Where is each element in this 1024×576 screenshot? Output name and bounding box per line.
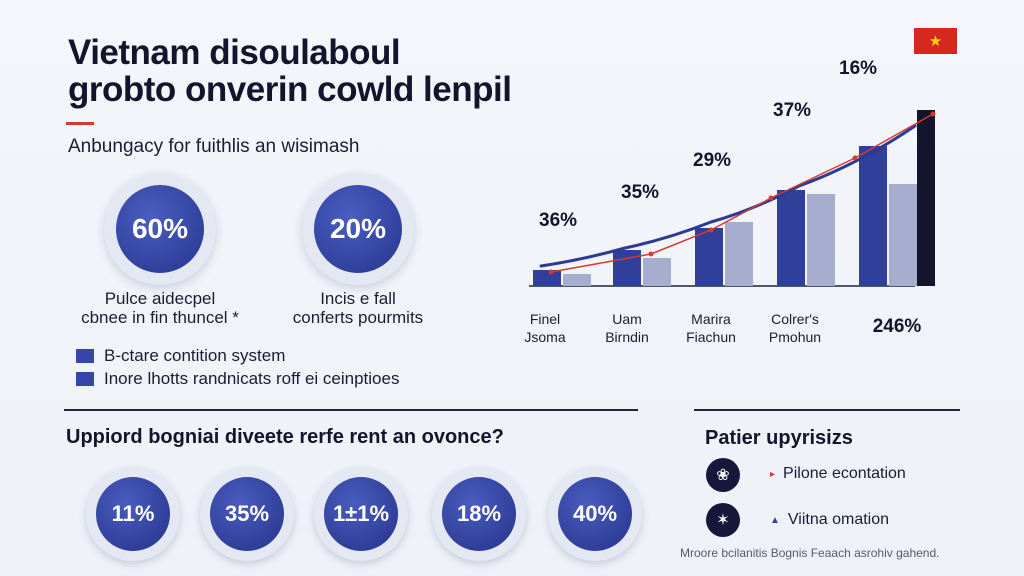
legend-item-1: B-ctare contition system: [76, 346, 285, 366]
trend-point-2: [648, 251, 654, 257]
bar-dark-3: [695, 228, 723, 286]
legend-swatch-2: [76, 372, 94, 386]
small-stat-5-value: 40%: [558, 477, 632, 551]
bar-light-3: [725, 222, 753, 286]
big-stat-1-value: 60%: [116, 185, 204, 273]
footnote: Mroore bcilanitis Bognis Feaach asrohiv …: [680, 546, 940, 560]
trend-point-5: [852, 155, 858, 161]
chart-trend-lines: [539, 111, 936, 275]
accent-divider: [66, 122, 94, 125]
section-divider-right: [694, 409, 960, 411]
sparkle-icon: ✶: [706, 503, 740, 537]
bar-highlight: [917, 110, 935, 286]
title-line-2: grobto onverin cowld lenpil: [68, 70, 512, 109]
category-label-4-line1: Colrer's: [771, 311, 819, 327]
page-title: Vietnam disoulaboul grobto onverin cowld…: [68, 34, 588, 108]
small-stat-5: 40%: [548, 467, 642, 561]
value-label-1: 36%: [539, 210, 577, 231]
leaf-icon: ❀: [706, 458, 740, 492]
small-stat-1-value: 11%: [96, 477, 170, 551]
big-stat-1-caption-line1: Pulce aidecpel: [104, 289, 216, 308]
priorities-title: Patier upyrisizs: [705, 427, 853, 449]
value-label-5: 16%: [839, 58, 877, 79]
value-label-4: 37%: [773, 100, 811, 121]
bar-dark-1: [533, 270, 561, 286]
bar-light-4: [807, 194, 835, 286]
category-label-3-line1: Marira: [691, 311, 731, 327]
trend-point-4: [768, 195, 774, 201]
big-stat-2-caption-line2: conferts pourmits: [292, 308, 424, 327]
small-stat-4-value: 18%: [442, 477, 516, 551]
big-stat-2-caption: Incis e fall conferts pourmits: [268, 289, 448, 327]
big-stat-1: 60%: [104, 173, 216, 285]
vietnam-flag-icon: ★: [914, 28, 957, 54]
value-label-2: 35%: [621, 182, 659, 203]
category-label-1-line2: Jsoma: [524, 329, 565, 345]
big-stat-2-caption-line1: Incis e fall: [320, 289, 396, 308]
big-stat-2-value: 20%: [314, 185, 402, 273]
highlight-value-label: 246%: [873, 316, 922, 337]
priority-bullet-1-icon: ▸: [770, 468, 776, 480]
bar-light-2: [643, 258, 671, 286]
legend-item-2: Inore lhotts randnicats roff ei ceinptio…: [76, 369, 399, 389]
legend-swatch-1: [76, 349, 94, 363]
category-label-3-line2: Fiachun: [686, 329, 736, 345]
big-stat-1-caption-line2: cbnee in fin thuncel *: [81, 308, 239, 327]
category-label-4-line2: Pmohun: [769, 329, 821, 345]
bar-dark-5: [859, 146, 887, 286]
bar-dark-4: [777, 190, 805, 286]
subtitle: Anbungacy for fuithlis an wisimash: [68, 136, 360, 157]
priority-item-2: ▲ Viitna omation: [770, 511, 889, 529]
trend-curve: [539, 124, 917, 268]
chart-bars: [529, 110, 935, 287]
legend-label-1: B-ctare contition system: [104, 346, 286, 365]
bar-dark-2: [613, 250, 641, 286]
small-stat-3: 1±1%: [314, 467, 408, 561]
bar-chart: 36% 35% 29% 37% 16% Finel Jsoma Uam Birndin Marir…: [524, 58, 936, 345]
title-line-1: Vietnam disoulaboul: [68, 33, 401, 72]
legend-label-2: Inore lhotts randnicats roff ei ceinptio…: [104, 369, 400, 388]
question-title: Uppiord bogniai diveete rerfe rent an ov…: [66, 426, 504, 448]
priority-bullet-2-icon: ▲: [770, 514, 780, 526]
category-label-1-line1: Finel: [530, 311, 560, 327]
trend-point-3: [708, 227, 714, 233]
small-stat-1: 11%: [86, 467, 180, 561]
small-stat-4: 18%: [432, 467, 526, 561]
bar-light-1: [563, 274, 591, 286]
flag-star-icon: ★: [928, 33, 943, 50]
small-stat-3-value: 1±1%: [324, 477, 398, 551]
priority-label-2: Viitna omation: [787, 511, 890, 528]
big-stat-1-caption: Pulce aidecpel cbnee in fin thuncel *: [70, 289, 250, 327]
chart-labels: 36% 35% 29% 37% 16% Finel Jsoma Uam Birndin Marir…: [524, 58, 921, 345]
trend-line-red: [550, 113, 934, 273]
trend-point-1: [548, 269, 554, 275]
big-stat-2: 20%: [302, 173, 414, 285]
category-label-2-line2: Birndin: [605, 329, 649, 345]
value-label-3: 29%: [693, 150, 731, 171]
category-label-2-line1: Uam: [612, 311, 642, 327]
small-stat-2-value: 35%: [210, 477, 284, 551]
bar-light-5: [889, 184, 917, 286]
priority-item-1: ▸ Pilone econtation: [770, 465, 906, 483]
section-divider-left: [64, 409, 638, 411]
small-stat-2: 35%: [200, 467, 294, 561]
priority-label-1: Pilone econtation: [783, 465, 906, 482]
trend-point-6: [930, 111, 936, 117]
